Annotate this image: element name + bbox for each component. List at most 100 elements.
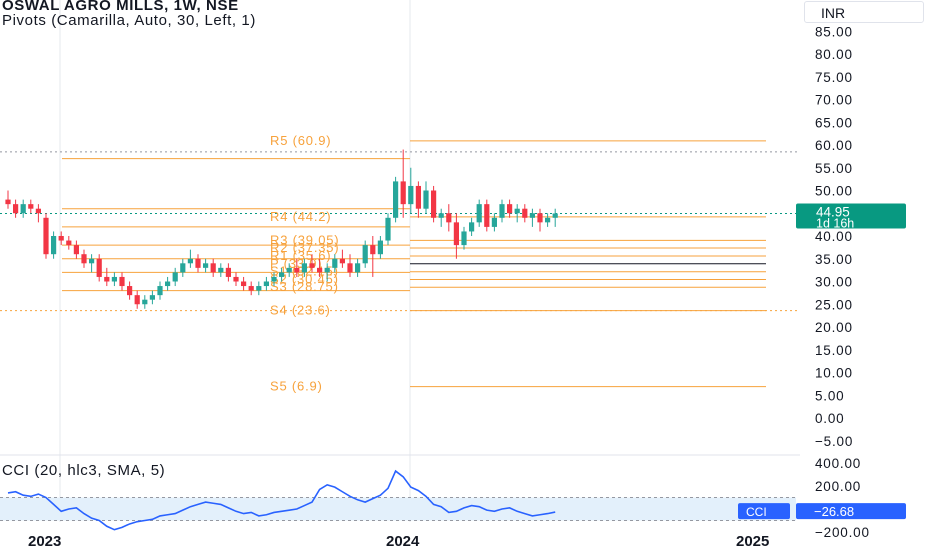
cci-tick-label: 200.00 — [815, 479, 861, 494]
price-tick-label: 20.00 — [815, 320, 853, 335]
candle-body — [385, 217, 391, 241]
pivot-label: S5 (6.9) — [270, 379, 323, 394]
pivot-label: S3 (28.75) — [270, 279, 339, 294]
candle-body — [324, 267, 330, 273]
candles — [5, 149, 558, 309]
candle-body — [476, 204, 482, 223]
pivot-label: S4 (23.6) — [270, 303, 331, 318]
cci-line — [7, 469, 556, 531]
candle-body — [400, 181, 406, 205]
cci-value-label: −26.68 — [814, 504, 854, 519]
pivot-label: R4 (44.2) — [270, 209, 331, 224]
candle-body — [438, 213, 444, 218]
price-tick-label: 65.00 — [815, 115, 853, 130]
candle-body — [13, 204, 19, 214]
candle-body — [51, 236, 57, 255]
candle-body — [271, 276, 277, 282]
candle-body — [119, 276, 125, 287]
candle-body — [20, 204, 26, 214]
candle-body — [393, 181, 399, 218]
candle-body — [127, 286, 133, 296]
candle-body — [484, 204, 490, 227]
candle-body — [469, 222, 475, 232]
cci-tick-label: 400.00 — [815, 456, 861, 471]
candle-body — [552, 213, 558, 218]
candle-body — [180, 263, 186, 273]
candle-body — [491, 217, 497, 227]
candle-body — [142, 299, 148, 305]
price-tick-label: 50.00 — [815, 184, 853, 199]
price-tick-label: 0.00 — [815, 411, 844, 426]
candle-body — [301, 263, 307, 273]
time-tick-label: 2024 — [386, 533, 420, 550]
pivot-label: R5 (60.9) — [270, 133, 331, 148]
candle-body — [537, 213, 543, 223]
candle-body — [165, 281, 171, 287]
price-tick-label: 80.00 — [815, 47, 853, 62]
candle-body — [81, 254, 87, 264]
price-tick-label: 5.00 — [815, 388, 844, 403]
candle-body — [461, 231, 467, 246]
price-tick-label: −5.00 — [815, 434, 853, 449]
candle-body — [248, 286, 254, 291]
cci-legend[interactable]: CCI (20, hlc3, SMA, 5) — [2, 462, 166, 479]
cci-name-label: CCI — [746, 505, 767, 519]
candle-body — [58, 236, 64, 241]
candle-body — [514, 208, 520, 214]
pivot-levels: R5 (60.9) R4 (44.2) R3 (39.05)R2 (37.35)R1… — [0, 133, 800, 394]
candle-body — [415, 185, 421, 209]
candle-body — [263, 281, 269, 287]
candle-body — [499, 204, 505, 218]
last-price-value: 44.95 — [816, 204, 850, 219]
price-tick-label: 60.00 — [815, 138, 853, 153]
candle-body — [279, 272, 285, 277]
candle-body — [218, 267, 224, 273]
candle-body — [339, 258, 345, 264]
price-tick-label: 35.00 — [815, 252, 853, 267]
candle-body — [370, 245, 376, 255]
currency-selector[interactable]: INR — [804, 1, 924, 23]
price-tick-label: 55.00 — [815, 161, 853, 176]
price-tick-label: 15.00 — [815, 343, 853, 358]
candle-body — [332, 258, 338, 268]
price-tick-label: 30.00 — [815, 275, 853, 290]
candle-body — [529, 213, 535, 218]
price-tick-label: 25.00 — [815, 297, 853, 312]
candle-body — [225, 267, 231, 277]
candle-body — [73, 245, 79, 255]
time-tick-label: 2025 — [736, 533, 769, 550]
price-axis: 85.00 80.00 75.00 70.00 65.00 60.00 55.00 50.00… — [796, 24, 906, 449]
pivot-label: P (33.9) — [270, 256, 322, 271]
candle-body — [43, 217, 49, 255]
price-tick-label: 85.00 — [815, 24, 853, 39]
price-tick-label: 10.00 — [815, 366, 853, 381]
pivots-legend[interactable]: Pivots (Camarilla, Auto, 30, Left, 1) — [2, 12, 256, 29]
cci-name-badge — [738, 503, 790, 520]
cci-tick-label: −200.00 — [815, 525, 870, 540]
candle-body — [431, 190, 437, 218]
candle-body — [210, 263, 216, 273]
candle-body — [355, 263, 361, 273]
candle-body — [104, 276, 110, 282]
candle-body — [545, 217, 551, 223]
candle-body — [453, 222, 459, 246]
candle-body — [35, 208, 41, 214]
price-tick-label: 70.00 — [815, 93, 853, 108]
candle-body — [522, 208, 528, 218]
candle-body — [233, 276, 239, 282]
candle-body — [89, 258, 95, 264]
pivot-label: S2 (30.45) — [270, 271, 339, 286]
cci-band — [0, 497, 796, 521]
candle-body — [111, 276, 117, 282]
pivot-label: R3 (39.05) — [270, 232, 339, 247]
last-price-badge — [796, 203, 906, 229]
candle-body — [507, 204, 513, 214]
candle-body — [241, 281, 247, 287]
candle-body — [203, 263, 209, 268]
candle-body — [172, 272, 178, 282]
symbol-legend[interactable]: OSWAL AGRO MILLS, 1W, NSE — [2, 0, 239, 14]
candle-body — [149, 295, 155, 300]
price-tick-label: 40.00 — [815, 229, 853, 244]
candle-body — [317, 267, 323, 273]
